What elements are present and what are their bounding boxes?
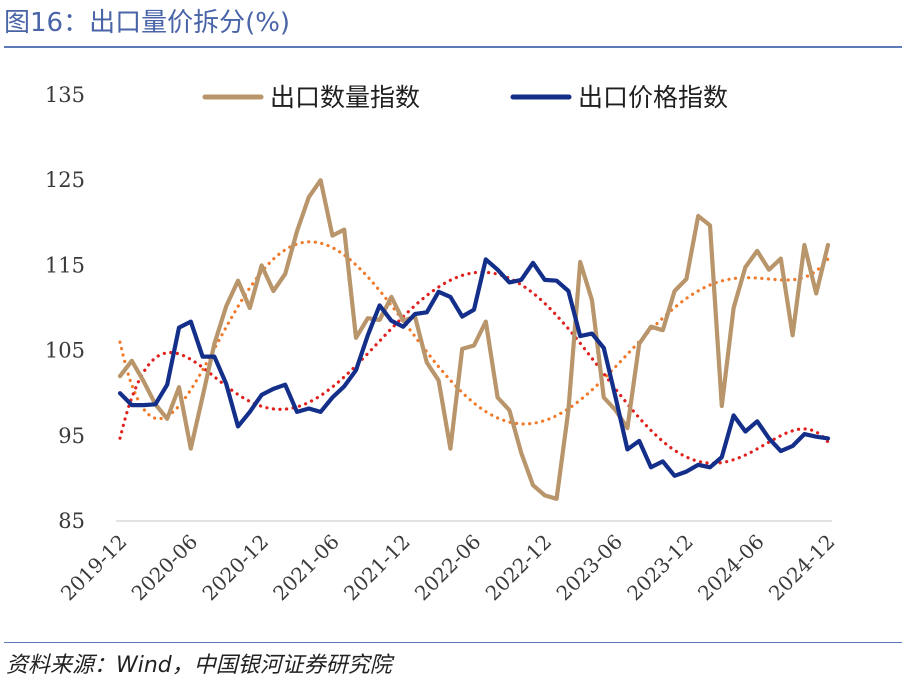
x-tick-label-2019-12: 2019-12 (56, 530, 132, 606)
x-tick-label-2021-06: 2021-06 (268, 530, 344, 606)
y-tick-label-105: 105 (45, 339, 85, 363)
legend: 出口数量指数 出口价格指数 (202, 83, 728, 112)
x-tick-label-2024-12: 2024-12 (764, 530, 840, 606)
series-lines (117, 178, 831, 501)
x-tick-label-2022-06: 2022-06 (410, 530, 486, 606)
series-line-export-price (117, 257, 831, 478)
source-note: 资料来源：Wind，中国银河证券研究院 (6, 653, 392, 678)
y-tick-label-135: 135 (45, 83, 85, 107)
y-tick-label-85: 85 (58, 509, 85, 533)
x-tick-label-2020-12: 2020-12 (197, 530, 273, 606)
x-tick-label-2023-06: 2023-06 (551, 530, 627, 606)
trend-lines (118, 240, 830, 465)
series-line-export-volume (117, 178, 831, 501)
legend-label-export-volume: 出口数量指数 (270, 83, 420, 112)
y-axis-ticks: 85 95 105 115 125 135 (45, 83, 85, 533)
source-divider (4, 642, 902, 643)
y-tick-label-115: 115 (45, 253, 85, 277)
x-axis-ticks: 2019-122020-062020-122021-062021-122022-… (56, 530, 840, 606)
chart-title: 图16：出口量价拆分(%) (4, 8, 291, 38)
y-tick-label-125: 125 (45, 168, 85, 192)
trend-line-export-price (118, 270, 830, 465)
x-tick-label-2023-12: 2023-12 (622, 530, 698, 606)
trend-line-export-volume (118, 240, 830, 426)
title-divider (4, 46, 902, 48)
x-tick-label-2020-06: 2020-06 (127, 530, 203, 606)
x-tick-label-2022-12: 2022-12 (481, 530, 557, 606)
legend-label-export-price: 出口价格指数 (578, 83, 728, 112)
x-tick-label-2021-12: 2021-12 (339, 530, 415, 606)
x-tick-label-2024-06: 2024-06 (693, 530, 769, 606)
y-tick-label-95: 95 (58, 424, 85, 448)
